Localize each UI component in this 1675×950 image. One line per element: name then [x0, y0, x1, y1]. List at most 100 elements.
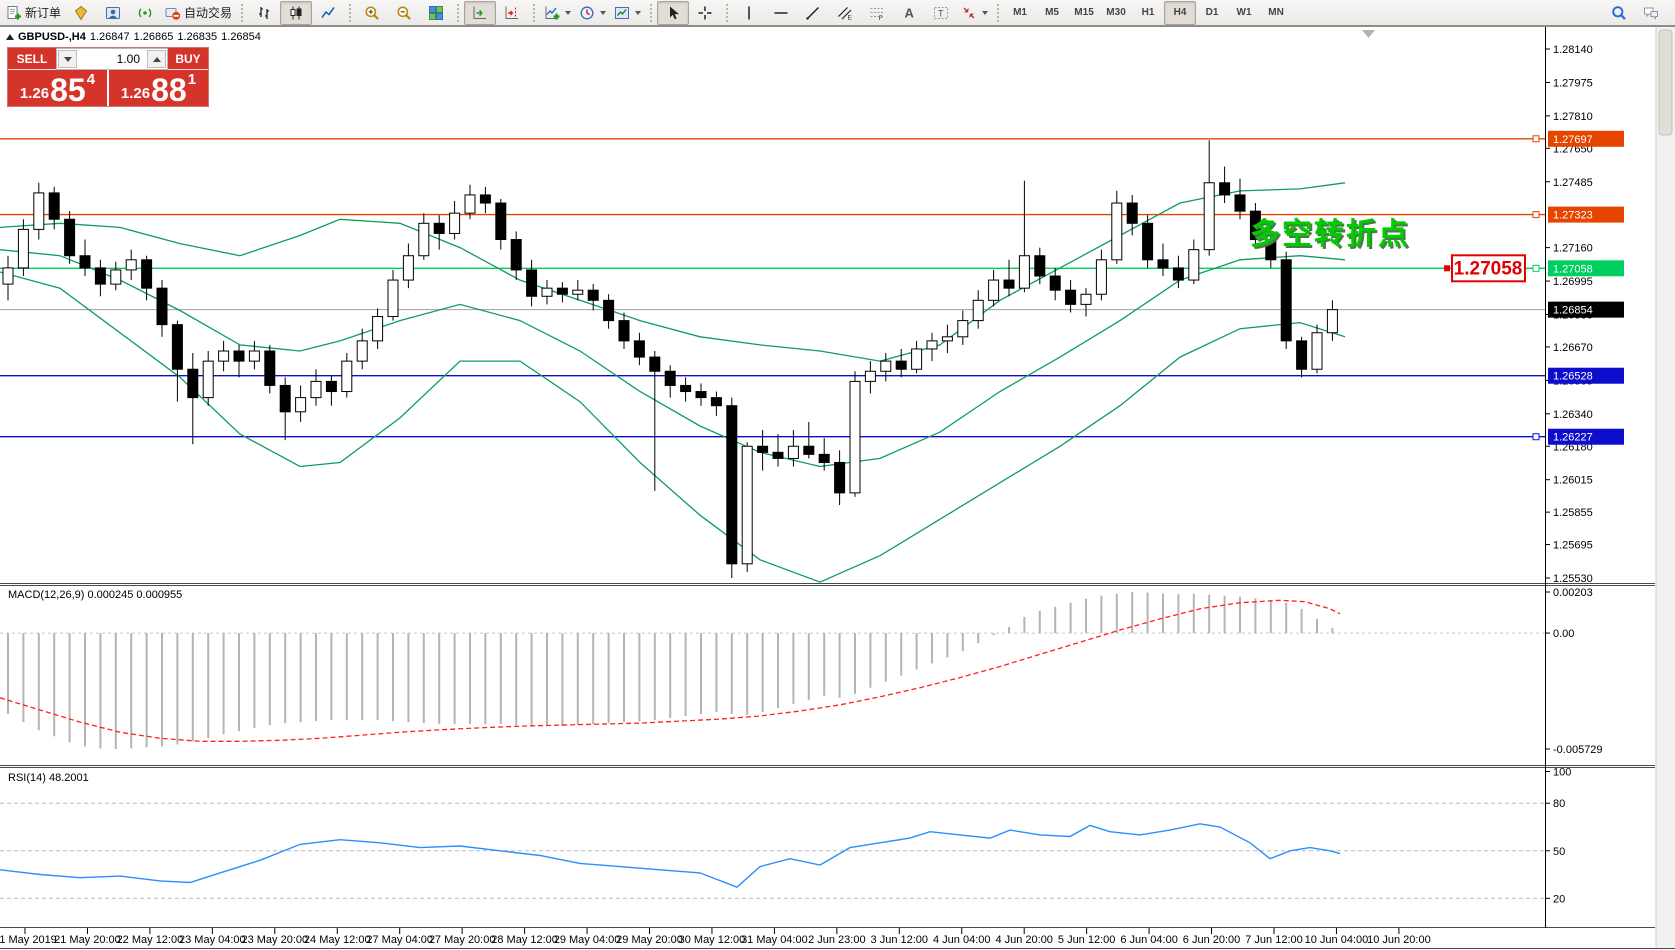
hline-handle[interactable] [1532, 135, 1540, 143]
indicators-icon [545, 6, 560, 19]
time-tick-label: 23 May 04:00 [179, 934, 246, 946]
candle [1018, 255, 1030, 289]
toolbar-separator [349, 3, 352, 22]
buy-button[interactable]: BUY [168, 48, 208, 70]
collapse-trade-panel-icon[interactable] [6, 34, 14, 40]
hline-handle[interactable] [1532, 264, 1540, 272]
price-tick-label: 1.27485 [1553, 177, 1593, 189]
hline-handle[interactable] [1532, 211, 1540, 219]
volume-input[interactable] [78, 49, 146, 69]
dropdown-caret-icon[interactable] [600, 10, 607, 15]
timeframe-m5-button[interactable]: M5 [1036, 1, 1068, 25]
timeframe-h1-button[interactable]: H1 [1132, 1, 1164, 25]
candle [1126, 202, 1138, 224]
time-tick-label: 29 May 04:00 [554, 934, 621, 946]
candle [1203, 182, 1215, 251]
candle [680, 384, 692, 393]
timeframe-h4-button[interactable]: H4 [1164, 0, 1197, 25]
indicators-button[interactable] [540, 1, 575, 25]
zoom-in-icon [365, 5, 379, 20]
timeframe-w1-button[interactable]: W1 [1228, 1, 1260, 25]
text-label-button[interactable]: T [925, 1, 957, 25]
dropdown-caret-icon[interactable] [982, 10, 989, 15]
candle [1142, 222, 1154, 261]
bar-close: 1.26854 [221, 31, 261, 43]
timeframe-m1-button[interactable]: M1 [1004, 1, 1036, 25]
crosshair-button[interactable] [689, 1, 721, 25]
cursor-button[interactable] [657, 0, 690, 25]
candle [1003, 279, 1015, 289]
volume-decrease-button[interactable] [58, 50, 77, 68]
volume-increase-button[interactable] [147, 50, 166, 68]
candle [572, 289, 584, 295]
timeframe-mn-button[interactable]: MN [1260, 1, 1292, 25]
market-watch-icon [106, 6, 121, 19]
candle [1234, 194, 1246, 212]
candle [187, 368, 199, 399]
text-button[interactable]: A [893, 1, 925, 25]
auto-scroll-icon [473, 6, 487, 19]
signals-button[interactable] [129, 1, 161, 25]
price-tick-label: 1.27975 [1553, 77, 1593, 89]
dropdown-caret-icon[interactable] [565, 10, 572, 15]
rsi-panel: 100 80 50 20 RSI(14) 48.2001 [0, 767, 1571, 905]
styler-button[interactable] [65, 1, 97, 25]
horizontal-line-button[interactable] [765, 1, 797, 25]
new-order-button[interactable]: 新订单 [2, 1, 65, 25]
candle [941, 336, 953, 342]
chart-shift-button[interactable] [496, 1, 528, 25]
svg-text:F: F [879, 15, 883, 21]
signals-icon [138, 8, 152, 17]
arrows-icon [963, 7, 975, 18]
candle-chart-button[interactable] [280, 0, 313, 25]
candle [911, 348, 923, 370]
zoom-out-button[interactable] [388, 1, 420, 25]
chart-shift-marker[interactable] [1362, 30, 1375, 38]
search-button[interactable] [1603, 1, 1635, 25]
candle [125, 259, 137, 271]
timeframe-m30-button[interactable]: M30 [1100, 1, 1132, 25]
buy-price-display[interactable]: 1.26 88 1 [107, 70, 208, 106]
timeframe-m15-button[interactable]: M15 [1068, 1, 1100, 25]
tile-windows-button[interactable] [420, 1, 452, 25]
bar-chart-button[interactable] [248, 1, 280, 25]
templates-button[interactable] [610, 1, 645, 25]
candle [849, 380, 861, 494]
zoom-in-button[interactable] [356, 1, 388, 25]
candle [1280, 259, 1292, 342]
market-watch-button[interactable] [97, 1, 129, 25]
line-chart-icon [321, 6, 335, 18]
chat-button[interactable] [1635, 1, 1667, 25]
candle [202, 360, 214, 399]
auto-scroll-button[interactable] [464, 0, 497, 25]
hline-handle[interactable] [1532, 433, 1540, 441]
vertical-line-button[interactable] [733, 1, 765, 25]
fibonacci-button[interactable]: F [861, 1, 893, 25]
candle [556, 287, 568, 295]
timeframe-label: M5 [1045, 7, 1059, 18]
candle [757, 445, 769, 453]
line-chart-button[interactable] [312, 1, 344, 25]
sell-button[interactable]: SELL [8, 48, 56, 70]
channel-button[interactable]: E [829, 1, 861, 25]
trendline-button[interactable] [797, 1, 829, 25]
auto-trading-button[interactable]: 自动交易 [161, 1, 236, 25]
time-tick-label: 27 May 20:00 [429, 934, 496, 946]
toolbar-separator [457, 3, 460, 22]
timeframe-d1-button[interactable]: D1 [1196, 1, 1228, 25]
sell-price-display[interactable]: 1.26 85 4 [19, 71, 96, 108]
arrows-button[interactable] [957, 1, 992, 25]
candle [880, 360, 892, 372]
candle [94, 267, 106, 285]
channel-icon: E [838, 6, 853, 21]
time-tick-label: 10 Jun 04:00 [1305, 934, 1369, 946]
periods-button[interactable] [575, 1, 610, 25]
time-tick-label: 4 Jun 20:00 [995, 934, 1053, 946]
scrollbar-thumb[interactable] [1658, 29, 1673, 136]
macd-panel: 0.00203 0.00 -0.005729 MACD(12,26,9) 0.0002… [0, 587, 1603, 756]
dropdown-caret-icon[interactable] [635, 10, 642, 15]
candle [464, 194, 476, 214]
